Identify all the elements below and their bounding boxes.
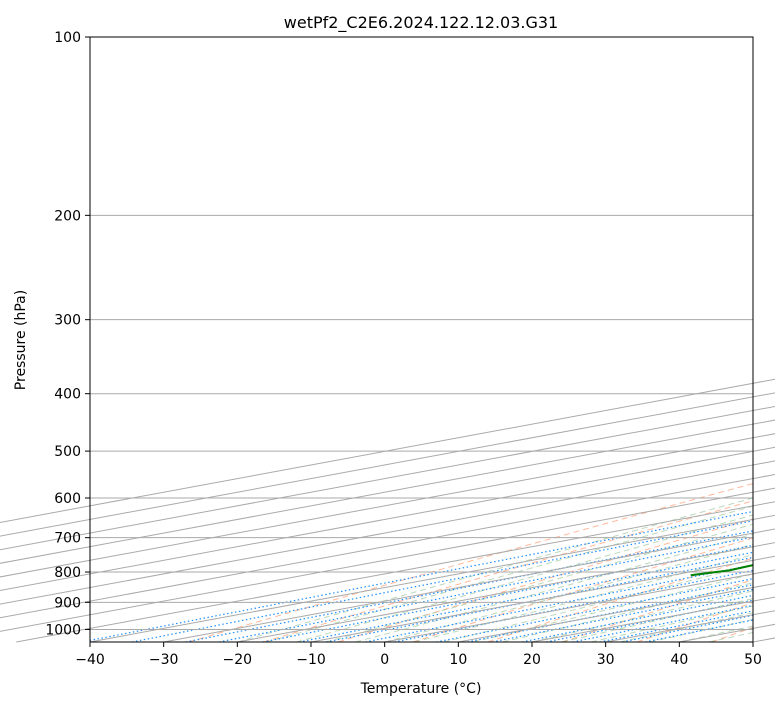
- x-tick-label: 50: [744, 652, 762, 668]
- moist-adiabat-line: [443, 564, 753, 642]
- isotherm-line: [0, 378, 775, 523]
- moist-adiabat-line: [561, 598, 753, 642]
- isotherm-line: [752, 637, 775, 643]
- background-lines: [90, 483, 753, 642]
- isotherm-line: [0, 392, 775, 537]
- moist-adiabat-line: [296, 514, 753, 642]
- isotherm-line: [163, 528, 775, 643]
- isotherm-line: [0, 405, 775, 551]
- isotherm-line: [0, 433, 775, 578]
- moist-adiabat-line: [531, 590, 753, 642]
- y-tick-label: 100: [54, 30, 81, 46]
- isotherm-line: [0, 460, 775, 605]
- x-tick-label: −10: [296, 652, 326, 668]
- dry-adiabat-line: [188, 483, 753, 642]
- mixing-ratio-line: [262, 544, 753, 642]
- y-tick-label: 300: [54, 313, 81, 329]
- isotherm-line: [89, 514, 775, 643]
- dry-adiabat-line: [412, 537, 753, 642]
- dry-adiabat-line: [487, 557, 753, 642]
- moist-adiabat-line: [502, 582, 753, 642]
- y-tick-label: 400: [54, 387, 81, 403]
- moist-adiabat-line: [237, 497, 753, 642]
- y-tick-label: 500: [54, 444, 81, 460]
- isotherm-line: [0, 446, 775, 592]
- isotherm-line: [605, 610, 775, 643]
- data-series: [690, 564, 753, 577]
- grid-lines: [0, 36, 775, 643]
- x-tick-label: 40: [670, 652, 688, 668]
- x-tick-label: −30: [149, 652, 179, 668]
- mixing-ratio-line: [546, 599, 753, 642]
- y-axis: 1000 900 800 700 600 500 400 300 200 100: [45, 30, 90, 638]
- mixing-ratio-line: [365, 564, 753, 642]
- moist-adiabat-line: [413, 554, 753, 642]
- dry-adiabat-line: [263, 500, 753, 642]
- isotherm-line: [0, 487, 775, 632]
- y-tick-label: 700: [54, 531, 81, 547]
- mixing-ratio-line: [467, 584, 753, 642]
- moist-adiabat-line: [708, 631, 753, 642]
- dry-adiabat-line: [711, 626, 753, 642]
- moist-adiabat-line: [355, 533, 753, 642]
- moist-adiabat-line: [620, 612, 753, 642]
- x-tick-label: 0: [380, 652, 389, 668]
- y-tick-label: 600: [54, 491, 81, 507]
- mixing-ratio-line: [218, 536, 753, 642]
- mixing-ratio-line: [90, 510, 753, 641]
- mixing-ratio-line: [325, 556, 753, 642]
- x-axis-title: Temperature (°C): [360, 681, 482, 697]
- y-tick-label: 900: [54, 595, 81, 611]
- x-tick-label: 30: [597, 652, 615, 668]
- isotherm-line: [310, 555, 775, 643]
- y-tick-label: 800: [54, 565, 81, 581]
- isotherm-line: [16, 501, 775, 643]
- isotherm-line: [0, 474, 775, 619]
- x-tick-label: 10: [449, 652, 467, 668]
- plot-frame: [89, 36, 754, 643]
- x-tick-label: −40: [75, 652, 105, 668]
- y-tick-label: 1000: [45, 622, 81, 638]
- isotherm-line: [0, 419, 775, 564]
- moist-adiabat-line: [325, 523, 753, 642]
- x-tick-label: −20: [223, 652, 253, 668]
- y-axis-title: Pressure (hPa): [13, 290, 29, 390]
- x-tick-label: 20: [523, 652, 541, 668]
- chart-title: wetPf2_C2E6.2024.122.12.03.G31: [284, 13, 558, 33]
- dewpoint-line: [690, 564, 753, 577]
- dry-adiabat-line: [562, 579, 753, 642]
- x-axis: −40 −30 −20 −10 0 10 20 30 40 50: [75, 642, 762, 668]
- mixing-ratio-line: [299, 551, 753, 642]
- y-tick-label: 200: [54, 208, 81, 224]
